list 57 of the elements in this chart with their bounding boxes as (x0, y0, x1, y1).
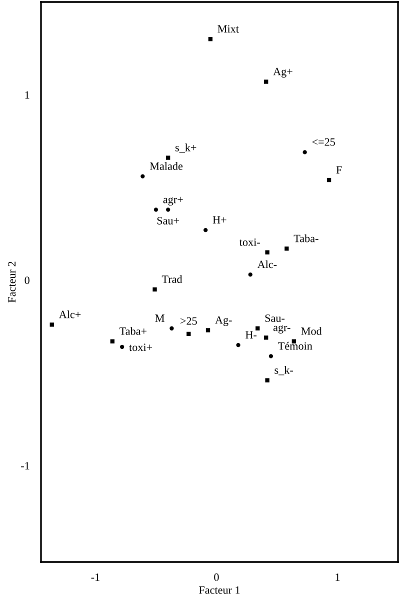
point (268, 354, 274, 358)
annotation: F (336, 166, 342, 174)
annotation: Alc- (257, 260, 277, 268)
point (186, 332, 191, 336)
point (264, 336, 268, 340)
point (170, 326, 174, 330)
annotation: s_k+ (175, 144, 196, 153)
annotation: toxi+ (129, 344, 152, 352)
point (206, 328, 210, 332)
y-tick-label: 1 (25, 91, 30, 99)
point (236, 342, 240, 348)
point (284, 246, 289, 251)
point (208, 37, 213, 42)
point (248, 272, 252, 277)
point (326, 178, 332, 182)
annotation: Alc+ (58, 310, 81, 318)
point (152, 287, 157, 292)
annotation: Sau- (265, 314, 285, 322)
annotation: Témoin (278, 342, 312, 350)
annotation: agr- (273, 325, 290, 334)
y-tick-label: 0 (24, 276, 30, 284)
y-axis-title: Facteur 2 (8, 262, 16, 303)
point (120, 344, 124, 349)
annotation: H- (246, 331, 257, 339)
annotation: M (155, 314, 164, 322)
annotation: agr+ (163, 196, 183, 206)
annotation: Sau+ (157, 216, 179, 224)
x-tick-label: 0 (214, 573, 219, 581)
y-tick-label: -1 (21, 462, 30, 470)
x-tick-label: 1 (336, 573, 340, 581)
annotation: Trad (162, 275, 182, 283)
annotation: Ag+ (273, 68, 292, 78)
annotation: Mixt (218, 25, 239, 33)
point (265, 378, 270, 382)
point (302, 150, 307, 154)
point (264, 80, 268, 84)
point (265, 250, 270, 254)
annotation: toxi- (239, 238, 260, 246)
point (256, 326, 260, 330)
annotation: Mod (301, 327, 322, 335)
point (140, 174, 145, 178)
annotation: Taba- (294, 234, 318, 242)
point (204, 228, 208, 232)
annotation: Ag- (215, 316, 232, 326)
annotation: s_k- (274, 366, 293, 376)
annotation: H+ (212, 216, 226, 224)
x-axis-title: Facteur 1 (198, 586, 240, 594)
annotation: Malade (150, 162, 183, 170)
point (50, 322, 54, 327)
point (110, 339, 114, 344)
point (154, 208, 158, 212)
x-tick-label: -1 (91, 573, 100, 581)
point (166, 208, 170, 212)
annotation: Taba+ (120, 327, 146, 335)
annotation: <=25 (312, 138, 335, 146)
point (166, 156, 170, 160)
annotation: >25 (180, 317, 197, 325)
